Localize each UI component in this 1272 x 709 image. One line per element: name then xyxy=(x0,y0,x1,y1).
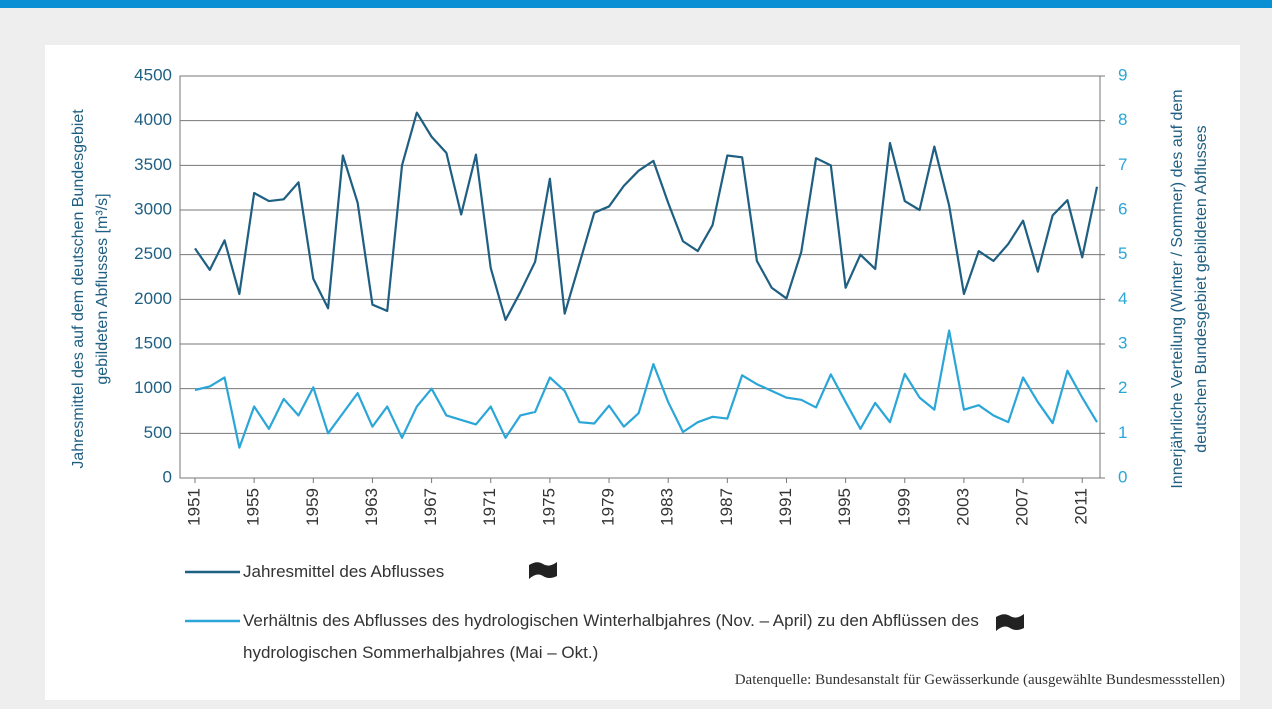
series-line xyxy=(194,111,1099,321)
y-tick-label: 500 xyxy=(144,423,172,442)
y2-tick-label: 2 xyxy=(1118,378,1127,397)
y2-tick-label: 9 xyxy=(1118,65,1127,84)
y2-axis-label: Innerjährliche Verteilung (Winter / Somm… xyxy=(1169,89,1210,489)
x-tick-label: 2011 xyxy=(1072,488,1091,525)
y2-tick-label: 3 xyxy=(1118,333,1127,352)
y-tick-label: 0 xyxy=(163,467,172,486)
y2-tick-label: 0 xyxy=(1118,467,1127,486)
flag-icon xyxy=(529,562,557,579)
plot-frame xyxy=(179,75,1101,479)
x-tick-label: 1987 xyxy=(717,488,736,526)
x-tick-label: 2003 xyxy=(953,488,972,526)
flag-icon xyxy=(996,614,1024,631)
legend-entry: Verhältnis des Abflusses des hydrologisc… xyxy=(243,611,979,662)
x-tick-label: 1963 xyxy=(362,488,381,526)
y2-tick-label: 4 xyxy=(1118,289,1127,308)
x-tick-label: 1955 xyxy=(244,488,263,526)
y2-tick-label: 6 xyxy=(1118,199,1127,218)
top-band xyxy=(0,0,1272,8)
y-tick-label: 1000 xyxy=(134,378,172,397)
panel xyxy=(45,45,1240,700)
x-tick-label: 1951 xyxy=(184,488,203,526)
x-tick-label: 1983 xyxy=(658,488,677,526)
x-tick-label: 1975 xyxy=(539,488,558,526)
y-tick-label: 3500 xyxy=(134,155,172,174)
y-tick-label: 2500 xyxy=(134,244,172,263)
x-tick-label: 1991 xyxy=(776,488,795,526)
x-tick-label: 1979 xyxy=(599,488,618,526)
x-tick-label: 1995 xyxy=(835,488,854,526)
x-tick-label: 1959 xyxy=(303,488,322,526)
source-note: Datenquelle: Bundesanstalt für Gewässerk… xyxy=(734,672,1225,688)
x-tick-label: 1971 xyxy=(480,488,499,526)
y2-tick-label: 1 xyxy=(1118,423,1127,442)
y-tick-label: 4500 xyxy=(134,65,172,84)
y-axis-label: Jahresmittel des auf dem deutschen Bunde… xyxy=(70,109,111,469)
y-tick-label: 4000 xyxy=(134,110,172,129)
x-tick-label: 2007 xyxy=(1013,488,1032,526)
y2-tick-label: 8 xyxy=(1118,110,1127,129)
x-tick-label: 1967 xyxy=(421,488,440,526)
legend-entry: Jahresmittel des Abflusses xyxy=(243,562,445,581)
series-line xyxy=(194,329,1098,449)
y-tick-label: 1500 xyxy=(134,333,172,352)
y-tick-label: 2000 xyxy=(134,289,172,308)
y-tick-label: 3000 xyxy=(134,199,172,218)
y2-tick-label: 7 xyxy=(1118,155,1127,174)
y2-tick-label: 5 xyxy=(1118,244,1127,263)
x-tick-label: 1999 xyxy=(894,488,913,526)
